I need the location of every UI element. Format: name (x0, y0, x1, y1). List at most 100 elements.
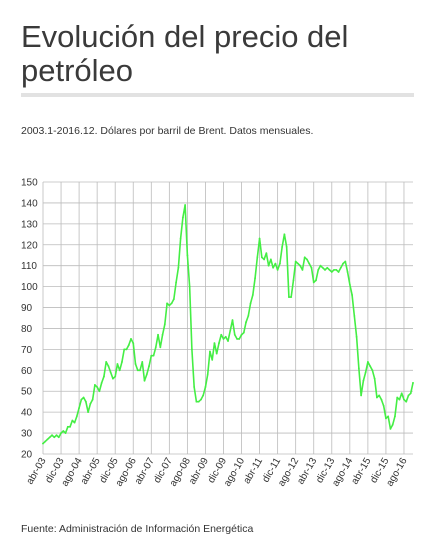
data-point (42, 442, 44, 445)
data-point (218, 342, 220, 345)
data-point (170, 302, 173, 305)
data-point (98, 390, 101, 393)
data-point (57, 436, 60, 439)
data-point (346, 271, 349, 273)
data-point (330, 271, 333, 273)
data-point (301, 268, 304, 271)
data-point (87, 411, 90, 414)
data-point (78, 407, 80, 409)
data-point (288, 296, 290, 298)
data-point (242, 331, 245, 334)
data-point (62, 430, 65, 432)
data-point (139, 369, 141, 372)
data-point (231, 319, 234, 321)
data-point (166, 302, 168, 305)
data-point (213, 342, 216, 345)
data-point (335, 268, 338, 271)
data-point (366, 361, 369, 363)
data-point (93, 384, 96, 386)
data-point (224, 335, 227, 338)
data-point (229, 329, 232, 332)
data-point (116, 363, 119, 365)
data-point (127, 344, 130, 347)
data-point (51, 434, 53, 437)
data-point (82, 396, 85, 399)
x-axis-ticks: abr-03dic-03ago-04abr-05dic-05ago-06abr-… (25, 456, 410, 489)
data-point (148, 365, 150, 368)
data-point (348, 283, 351, 286)
y-tick-label: 50 (21, 387, 33, 398)
data-point (197, 400, 200, 403)
chart-title: Evolución del precio del petróleo (21, 19, 349, 88)
data-point (412, 381, 414, 384)
data-point (134, 363, 137, 365)
y-tick-label: 130 (21, 219, 38, 230)
series-line (42, 204, 414, 445)
data-point (382, 404, 385, 407)
data-point (227, 340, 229, 342)
data-point (351, 294, 353, 296)
data-point (360, 394, 363, 397)
data-point (364, 371, 367, 374)
data-point (105, 361, 108, 363)
y-tick-label: 150 (21, 178, 38, 189)
data-point (357, 367, 360, 370)
data-point (154, 346, 157, 349)
data-point (172, 298, 175, 301)
data-point (247, 315, 250, 317)
data-point (269, 258, 272, 261)
data-point (91, 398, 94, 401)
data-point (188, 285, 191, 288)
data-point (376, 396, 378, 399)
data-point (168, 304, 171, 307)
data-point (407, 394, 410, 397)
data-point (109, 371, 112, 374)
data-point (324, 268, 326, 271)
data-point (163, 323, 166, 326)
y-tick-label: 90 (21, 303, 33, 314)
data-point (310, 266, 313, 269)
data-point (315, 279, 317, 282)
data-point (69, 425, 71, 428)
data-point (236, 338, 238, 340)
data-point (220, 333, 223, 336)
data-point (143, 379, 146, 382)
data-point (75, 415, 78, 418)
data-point (321, 266, 324, 269)
data-point (290, 296, 293, 298)
data-point (177, 266, 180, 269)
data-point (265, 252, 268, 255)
y-tick-label: 30 (21, 429, 33, 440)
data-point (389, 427, 392, 430)
data-point (73, 421, 76, 424)
data-point (396, 396, 399, 399)
y-tick-label: 70 (21, 345, 33, 356)
data-point (233, 333, 236, 336)
data-point (353, 315, 356, 317)
data-point (53, 436, 56, 439)
data-point (326, 266, 329, 269)
data-point (159, 346, 162, 349)
data-point (299, 264, 302, 267)
data-point (191, 348, 193, 351)
data-point (398, 398, 401, 401)
data-point (66, 425, 69, 428)
data-point (161, 333, 164, 336)
data-point (132, 342, 135, 345)
data-point (385, 417, 387, 420)
data-point (251, 294, 254, 296)
data-point (245, 321, 247, 324)
data-point (240, 333, 243, 336)
data-point (181, 216, 184, 219)
data-point (121, 361, 123, 363)
line-chart: 20 30 40 50 60 70 80 90 100 110 120 130 140 150 abr-0… (21, 178, 414, 489)
data-point (387, 415, 390, 418)
data-point (44, 440, 47, 443)
data-point (256, 256, 259, 259)
data-point (297, 262, 299, 265)
data-point (373, 377, 376, 380)
data-point (283, 233, 286, 236)
data-point (195, 400, 198, 403)
data-point (362, 379, 365, 382)
y-axis-ticks: 20 30 40 50 60 70 80 90 100 110 120 130 140 150 (21, 178, 38, 461)
